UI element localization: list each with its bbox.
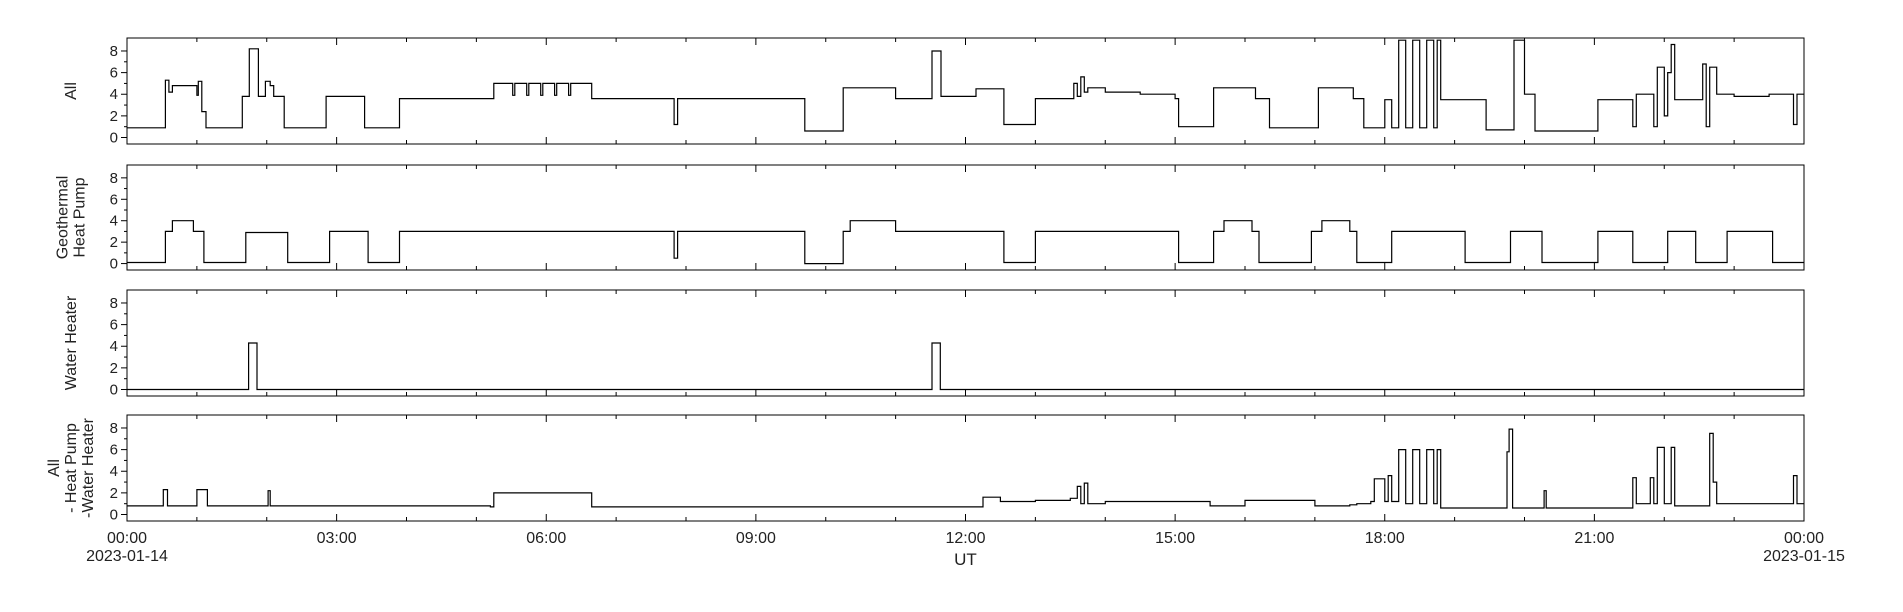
- series-line: [127, 39, 1804, 132]
- y-axis-label-line: All: [46, 459, 63, 477]
- x-tick-label: 00:00: [107, 530, 147, 547]
- y-axis-label-line: Geothermal: [55, 176, 72, 260]
- y-tick-label: 4: [110, 463, 118, 480]
- y-tick-label: 8: [110, 420, 118, 437]
- series-line: [127, 428, 1804, 509]
- x-tick-label: 18:00: [1365, 530, 1405, 547]
- y-tick-label: 0: [110, 256, 118, 273]
- x-date-label-start: 2023-01-14: [86, 548, 168, 565]
- y-tick-label: 2: [110, 108, 118, 125]
- panel-frame: [126, 289, 1805, 397]
- y-tick-label: 8: [110, 295, 118, 312]
- panel-frame: [126, 414, 1805, 522]
- series-line: [127, 220, 1804, 265]
- x-tick-label: 00:00: [1784, 530, 1824, 547]
- y-axis-label-line: -Water Heater: [80, 417, 97, 518]
- y-axis-label-line: Water Heater: [63, 295, 80, 390]
- y-axis-label-line: All: [63, 82, 80, 100]
- series-line: [127, 342, 1804, 391]
- x-tick-label: 06:00: [526, 530, 566, 547]
- y-axis-label: All- Heat Pump-Water Heater: [46, 417, 97, 518]
- y-tick-label: 0: [110, 382, 118, 399]
- y-tick-label: 6: [110, 65, 118, 82]
- y-tick-label: 4: [110, 213, 118, 230]
- x-date-label-end: 2023-01-15: [1763, 548, 1845, 565]
- x-tick-label: 21:00: [1574, 530, 1614, 547]
- y-axis-label-line: - Heat Pump: [63, 423, 80, 513]
- y-axis-label: Water Heater: [63, 295, 80, 390]
- panel-frame: [126, 164, 1805, 271]
- y-axis-label: All: [63, 82, 80, 100]
- y-tick-label: 2: [110, 234, 118, 251]
- x-axis-label: UT: [954, 550, 977, 569]
- y-axis-label: GeothermalHeat Pump: [55, 176, 89, 260]
- x-tick-label: 03:00: [317, 530, 357, 547]
- y-tick-label: 6: [110, 191, 118, 208]
- y-tick-label: 8: [110, 43, 118, 60]
- x-tick-label: 12:00: [945, 530, 985, 547]
- y-tick-label: 4: [110, 338, 118, 355]
- y-tick-label: 0: [110, 130, 118, 147]
- y-axis-label-line: Heat Pump: [72, 177, 89, 257]
- y-tick-label: 6: [110, 442, 118, 459]
- y-tick-label: 6: [110, 317, 118, 334]
- y-tick-label: 2: [110, 360, 118, 377]
- x-tick-label: 09:00: [736, 530, 776, 547]
- y-tick-label: 8: [110, 170, 118, 187]
- y-tick-label: 2: [110, 485, 118, 502]
- y-tick-label: 0: [110, 507, 118, 524]
- x-tick-label: 15:00: [1155, 530, 1195, 547]
- y-tick-label: 4: [110, 86, 118, 103]
